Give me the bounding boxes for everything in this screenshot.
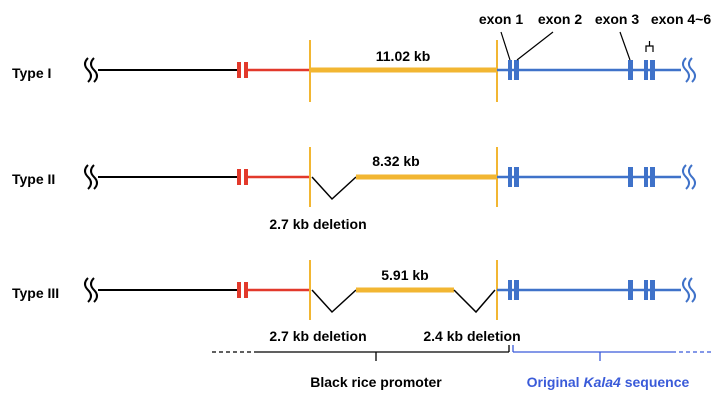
exon-1-block (508, 60, 512, 80)
deletion-v-mark (311, 289, 357, 314)
break-symbol-right (682, 57, 696, 83)
break-symbol-left (84, 277, 98, 303)
original-sequence-label: Original Kala4 sequence (527, 374, 690, 390)
red-exon-block (244, 62, 248, 78)
exon-5-6-block (650, 60, 655, 80)
promoter-label: Black rice promoter (310, 374, 442, 390)
gene-name: Kala4 (583, 374, 621, 390)
exon-1-block (508, 167, 512, 187)
row-label-type-3: Type III (12, 285, 59, 301)
exon-3-block (628, 60, 633, 80)
deletion-label: 2.7 kb deletion (269, 328, 366, 344)
deletion-v-mark (453, 289, 496, 314)
deletion-label: 2.7 kb deletion (269, 216, 366, 232)
break-symbol-left (84, 57, 98, 83)
row-type-2: Type II 8.32 kb 2.7 kb deletion (12, 147, 696, 232)
red-exon-block (244, 282, 248, 298)
exon-5-6-block (650, 280, 655, 300)
break-symbol-left (84, 164, 98, 190)
exon-3-block (628, 280, 633, 300)
row-type-3: Type III 5.91 kb 2.7 kb deletion 2.4 kb … (12, 260, 696, 344)
exon-4-block (644, 167, 648, 187)
red-exon-block (244, 169, 248, 185)
exon-3-block (628, 167, 633, 187)
row-label-type-1: Type I (12, 65, 51, 81)
exon-2-block (514, 167, 519, 187)
segment-length-label: 11.02 kb (376, 48, 431, 64)
region-legend: Black rice promoter Original Kala4 seque… (212, 345, 712, 390)
row-type-1: Type I 11.02 kb exon 1 exon 2 exon 3 exo… (12, 11, 711, 102)
deletion-v-mark (311, 176, 357, 201)
exon-3-pointer (619, 31, 631, 61)
exon-2-block (514, 60, 519, 80)
segment-length-label: 5.91 kb (381, 267, 428, 283)
break-symbol-right (682, 164, 696, 190)
original-suffix: sequence (621, 374, 690, 390)
exon-4-block (644, 60, 648, 80)
red-exon-block (237, 62, 241, 78)
exon-2-pointer (516, 31, 554, 61)
original-prefix: Original (527, 374, 584, 390)
break-symbol-right (682, 277, 696, 303)
exon-3-label: exon 3 (595, 11, 640, 27)
exon-2-label: exon 2 (538, 11, 583, 27)
red-exon-block (237, 282, 241, 298)
exon-4-block (644, 280, 648, 300)
exon-1-label: exon 1 (479, 11, 524, 27)
exon-5-6-block (650, 167, 655, 187)
segment-length-label: 8.32 kb (372, 153, 419, 169)
exon-1-block (508, 280, 512, 300)
exon-1-pointer (500, 31, 511, 61)
red-exon-block (237, 169, 241, 185)
deletion-label: 2.4 kb deletion (423, 328, 520, 344)
exon-4-6-bracket (645, 41, 654, 52)
row-label-type-2: Type II (12, 171, 55, 187)
exon-4-6-label: exon 4~6 (651, 11, 712, 27)
exon-2-block (514, 280, 519, 300)
